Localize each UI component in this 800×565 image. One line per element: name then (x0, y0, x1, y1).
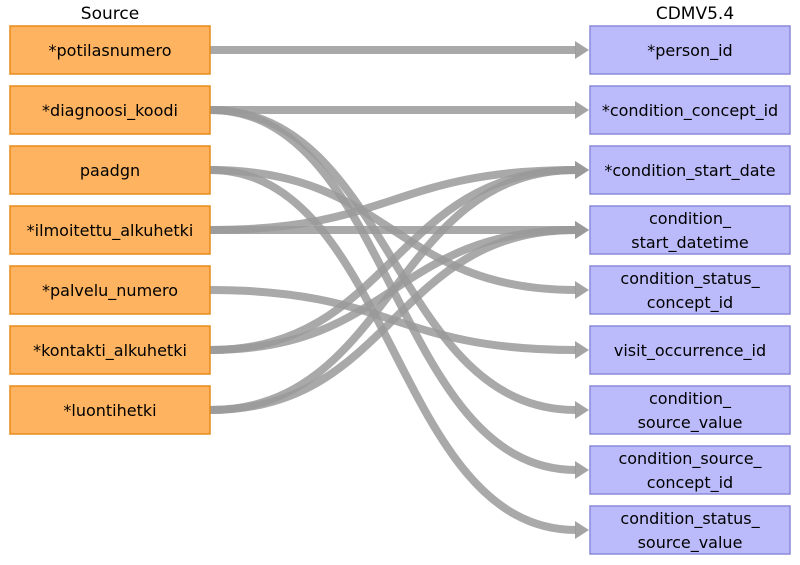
source-field-luontihetki-label: *luontihetki (63, 401, 156, 420)
arrowhead-icon (575, 341, 589, 359)
source-field-luontihetki-box (9, 385, 211, 435)
target-field-condition-concept-id-box (589, 85, 791, 135)
arrowhead-icon (575, 41, 589, 59)
source-field-diagnoosi-koodi-label: *diagnoosi_koodi (42, 101, 178, 121)
target-field-person-id[interactable]: *person_id (589, 25, 791, 75)
target-field-condition-source-value-label: condition_ (649, 389, 732, 409)
connections (209, 41, 589, 539)
connector-paadgn-to-condition-status-source-value (209, 166, 577, 534)
target-field-condition-status-source-value-label: source_value (638, 533, 743, 553)
arrowhead-icon (575, 101, 589, 119)
target-field-condition-status-concept-id-label: concept_id (647, 293, 733, 313)
arrowhead-icon (575, 221, 589, 239)
arrowhead-icon (575, 521, 589, 539)
target-field-condition-source-value-box (589, 385, 791, 435)
target-field-condition-start-date-box (589, 145, 791, 195)
target-field-condition-start-datetime-label: condition_ (649, 209, 732, 229)
target-field-person-id-label: *person_id (647, 41, 732, 61)
source-field-palvelu-numero[interactable]: *palvelu_numero (9, 265, 211, 315)
source-field-paadgn[interactable]: paadgn (9, 145, 211, 195)
target-field-person-id-box (589, 25, 791, 75)
source-column-header: Source (81, 4, 139, 24)
target-field-condition-status-source-value-label: condition_status_ (620, 509, 760, 529)
target-field-condition-status-source-value-box (589, 505, 791, 555)
source-field-ilmoitettu-alkuhetki-label: *ilmoitettu_alkuhetki (27, 221, 194, 241)
target-field-visit-occurrence-id-label: visit_occurrence_id (614, 341, 766, 361)
target-field-condition-status-concept-id-box (589, 265, 791, 315)
target-field-condition-source-value[interactable]: condition_ source_value (589, 385, 791, 435)
source-field-potilasnumero[interactable]: *potilasnumero (9, 25, 211, 75)
target-field-condition-concept-id-label: *condition_concept_id (602, 101, 778, 121)
target-field-condition-start-datetime-label: start_datetime (631, 233, 749, 253)
target-field-condition-start-datetime[interactable]: condition_ start_datetime (589, 205, 791, 255)
source-field-potilasnumero-label: *potilasnumero (49, 41, 172, 60)
arrowhead-icon (575, 161, 589, 179)
target-column-header: CDMV5.4 (656, 4, 734, 24)
target-field-condition-start-date[interactable]: *condition_start_date (589, 145, 791, 195)
target-field-condition-status-concept-id-label: condition_status_ (620, 269, 760, 289)
arrowhead-icon (575, 281, 589, 299)
source-field-paadgn-box (9, 145, 211, 195)
target-field-condition-source-concept-id-label: condition_source_ (618, 449, 762, 469)
target-field-condition-source-concept-id-box (589, 445, 791, 495)
connector-luontihetki-to-condition-start-datetime (209, 226, 577, 414)
target-field-visit-occurrence-id[interactable]: visit_occurrence_id (589, 325, 791, 375)
source-field-ilmoitettu-alkuhetki[interactable]: *ilmoitettu_alkuhetki (9, 205, 211, 255)
source-field-luontihetki[interactable]: *luontihetki (9, 385, 211, 435)
target-fields: *person_id *condition_concept_id *conditio… (589, 25, 791, 555)
target-field-condition-concept-id[interactable]: *condition_concept_id (589, 85, 791, 135)
source-field-palvelu-numero-box (9, 265, 211, 315)
target-field-condition-status-source-value[interactable]: condition_status_ source_value (589, 505, 791, 555)
target-field-condition-source-concept-id-label: concept_id (647, 473, 733, 493)
source-field-potilasnumero-box (9, 25, 211, 75)
target-field-condition-source-concept-id[interactable]: condition_source_ concept_id (589, 445, 791, 495)
source-field-kontakti-alkuhetki[interactable]: *kontakti_alkuhetki (9, 325, 211, 375)
source-field-palvelu-numero-label: *palvelu_numero (42, 281, 178, 301)
arrowhead-icon (575, 461, 589, 479)
source-field-ilmoitettu-alkuhetki-box (9, 205, 211, 255)
source-field-kontakti-alkuhetki-label: *kontakti_alkuhetki (33, 341, 187, 361)
target-field-condition-source-value-label: source_value (638, 413, 743, 433)
source-field-diagnoosi-koodi[interactable]: *diagnoosi_koodi (9, 85, 211, 135)
target-field-condition-start-datetime-box (589, 205, 791, 255)
target-field-visit-occurrence-id-box (589, 325, 791, 375)
source-field-kontakti-alkuhetki-box (9, 325, 211, 375)
source-field-diagnoosi-koodi-box (9, 85, 211, 135)
arrowhead-icon (575, 401, 589, 419)
source-field-paadgn-label: paadgn (80, 161, 140, 180)
target-field-condition-start-date-label: *condition_start_date (604, 161, 775, 181)
target-field-condition-status-concept-id[interactable]: condition_status_ concept_id (589, 265, 791, 315)
